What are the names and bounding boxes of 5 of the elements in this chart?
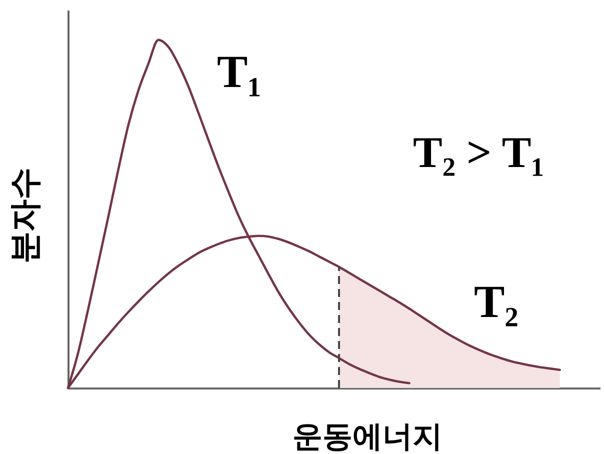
series-label: T₂ xyxy=(474,276,518,327)
series-label: T₁ xyxy=(217,46,262,97)
x-axis-title: 운동에너지 xyxy=(292,420,442,454)
annotation: T₂ > T₁ xyxy=(413,128,544,177)
y-axis-title: 분자수 xyxy=(6,168,42,264)
